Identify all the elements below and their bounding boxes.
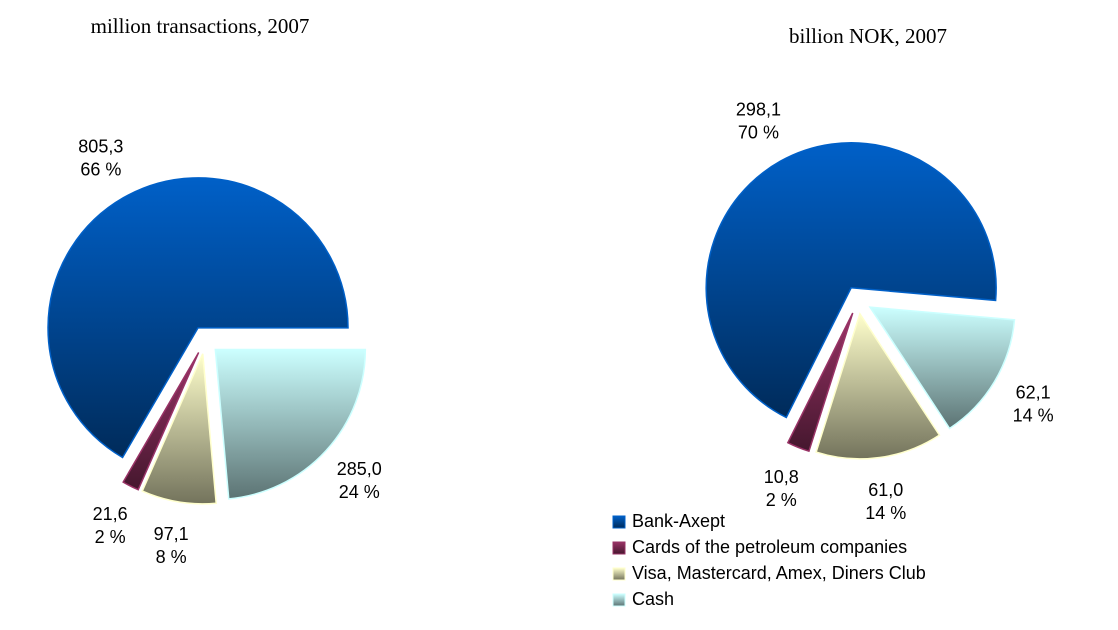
value-label: 61,0 [868,480,903,500]
value-label: 62,1 [1016,382,1051,402]
legend-label: Cash [632,589,674,609]
percent-label: 14 % [1013,405,1054,425]
value-label: 10,8 [764,467,799,487]
legend-label: Bank-Axept [632,511,725,531]
percent-label: 14 % [865,503,906,523]
pie-slice [786,312,854,453]
percent-label: 8 % [156,547,187,567]
percent-label: 70 % [738,123,779,143]
percent-label: 66 % [80,160,121,180]
legend-swatch [612,593,626,607]
percent-label: 2 % [766,490,797,510]
legend-label: Cards of the petroleum companies [632,537,907,557]
value-label: 298,1 [736,100,781,120]
pie-slice [815,312,941,460]
percent-label: 2 % [95,527,126,547]
legend-swatch [612,567,626,581]
legend-label: Visa, Mastercard, Amex, Diners Club [632,563,926,583]
value-label: 805,3 [78,137,123,157]
pie-slice [141,353,217,505]
legend-swatch [612,541,626,555]
pie-slice [705,142,997,419]
percent-label: 24 % [339,482,380,502]
value-label: 97,1 [154,524,189,544]
value-label: 21,6 [93,504,128,524]
pie-slice [214,348,367,500]
chart-title: billion NOK, 2007 [789,24,947,48]
legend-swatch [612,515,626,529]
chart-title: million transactions, 2007 [91,14,310,38]
pie-slice [868,306,1016,430]
pie-slice [122,352,200,491]
pie-slice [47,177,349,459]
value-label: 285,0 [337,459,382,479]
